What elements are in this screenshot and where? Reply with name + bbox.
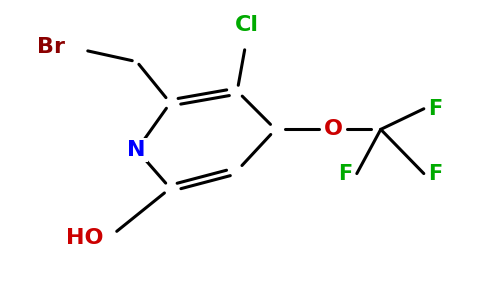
Text: O: O [323, 119, 342, 140]
Text: Cl: Cl [235, 15, 259, 35]
Text: Br: Br [37, 37, 65, 57]
Text: F: F [338, 164, 352, 184]
Text: N: N [127, 140, 146, 160]
Text: F: F [429, 99, 443, 119]
Text: HO: HO [66, 228, 103, 248]
Text: F: F [429, 164, 443, 184]
